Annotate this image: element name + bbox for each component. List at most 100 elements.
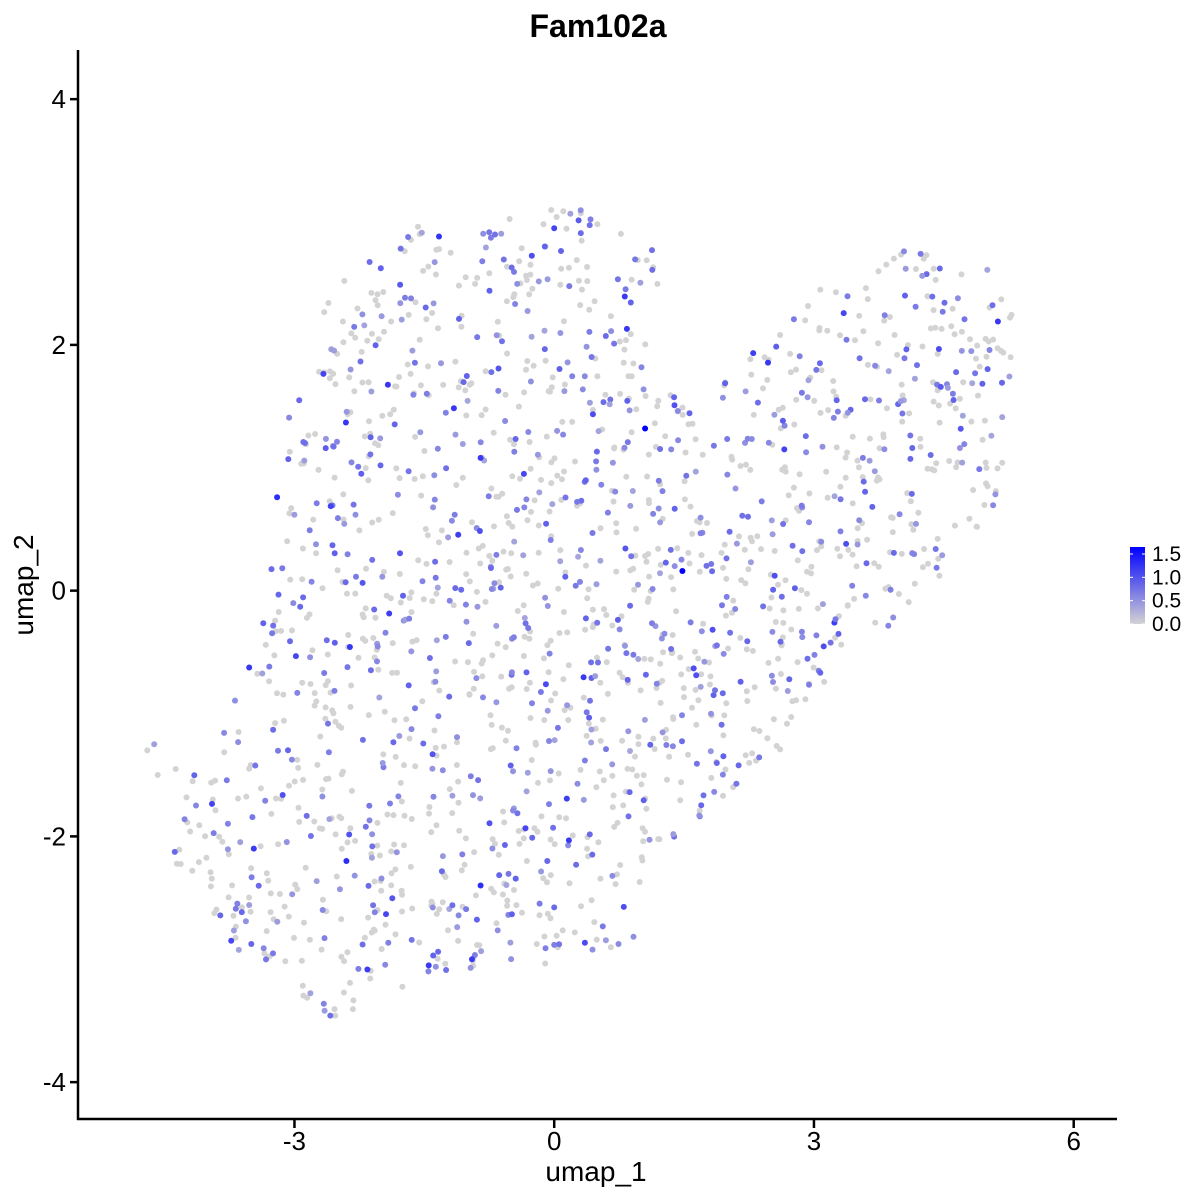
data-point bbox=[346, 374, 353, 381]
data-point bbox=[374, 658, 380, 665]
data-point bbox=[561, 468, 567, 475]
data-point bbox=[535, 522, 542, 529]
data-point bbox=[202, 833, 209, 840]
data-point bbox=[513, 745, 520, 752]
legend-colorbar bbox=[1130, 547, 1145, 624]
data-point bbox=[589, 411, 596, 418]
data-point bbox=[453, 482, 460, 488]
data-point bbox=[604, 509, 611, 516]
data-point bbox=[733, 780, 740, 787]
data-point bbox=[538, 476, 544, 483]
data-point bbox=[383, 592, 390, 599]
data-point bbox=[701, 658, 708, 665]
data-point bbox=[895, 591, 902, 597]
data-point bbox=[609, 804, 616, 811]
data-point bbox=[512, 875, 519, 882]
data-point bbox=[324, 651, 331, 658]
data-point bbox=[683, 472, 690, 479]
data-point bbox=[597, 737, 604, 744]
data-point bbox=[406, 615, 413, 622]
data-point bbox=[538, 813, 545, 820]
data-point bbox=[325, 678, 331, 685]
data-point bbox=[607, 313, 614, 320]
data-point bbox=[957, 425, 964, 432]
data-point bbox=[501, 819, 508, 826]
data-point bbox=[372, 614, 379, 621]
data-point bbox=[806, 519, 812, 526]
data-point bbox=[395, 793, 402, 800]
data-point bbox=[790, 484, 797, 491]
data-point bbox=[523, 570, 530, 577]
data-point bbox=[711, 788, 718, 795]
data-point bbox=[375, 666, 382, 673]
data-point bbox=[671, 563, 678, 570]
data-point bbox=[456, 315, 462, 322]
data-point bbox=[824, 327, 831, 334]
data-point bbox=[353, 573, 359, 580]
data-point bbox=[720, 650, 727, 657]
data-point bbox=[917, 443, 924, 450]
data-point bbox=[913, 520, 919, 527]
data-point bbox=[856, 517, 863, 524]
data-point bbox=[468, 380, 475, 387]
data-point bbox=[425, 363, 431, 370]
data-point bbox=[627, 502, 634, 509]
data-point bbox=[305, 432, 312, 439]
data-point bbox=[286, 448, 293, 455]
data-point bbox=[958, 271, 965, 278]
data-point bbox=[798, 587, 805, 594]
data-point bbox=[378, 875, 385, 882]
data-point bbox=[563, 225, 570, 232]
data-point bbox=[208, 779, 215, 786]
data-point bbox=[885, 622, 892, 629]
data-point bbox=[411, 359, 418, 366]
data-point bbox=[719, 771, 726, 778]
data-point bbox=[687, 619, 694, 626]
data-point bbox=[578, 237, 585, 244]
data-point bbox=[811, 397, 818, 404]
data-point bbox=[257, 843, 264, 850]
data-point bbox=[411, 476, 418, 482]
data-point bbox=[375, 336, 382, 343]
data-point bbox=[958, 328, 965, 335]
data-point bbox=[670, 714, 677, 721]
data-point bbox=[521, 615, 528, 621]
data-point bbox=[281, 903, 288, 910]
data-point bbox=[544, 910, 551, 917]
data-point bbox=[416, 939, 423, 946]
data-point bbox=[555, 770, 562, 777]
data-point bbox=[806, 681, 812, 688]
data-point bbox=[544, 642, 551, 649]
data-point bbox=[582, 626, 589, 633]
data-point bbox=[666, 753, 673, 760]
data-point bbox=[455, 937, 462, 944]
data-point bbox=[907, 455, 914, 462]
data-point bbox=[368, 854, 375, 861]
data-point bbox=[802, 433, 809, 440]
data-point bbox=[541, 243, 548, 250]
data-point bbox=[602, 391, 609, 398]
data-point bbox=[479, 542, 486, 549]
data-point bbox=[336, 886, 343, 893]
data-point bbox=[693, 721, 700, 728]
data-point bbox=[346, 644, 353, 650]
data-point bbox=[619, 737, 626, 744]
data-point bbox=[495, 387, 502, 394]
data-point bbox=[391, 717, 398, 724]
data-point bbox=[770, 679, 776, 685]
data-point bbox=[651, 746, 658, 752]
data-point bbox=[536, 912, 543, 919]
data-point bbox=[575, 553, 582, 560]
data-point bbox=[788, 714, 795, 720]
data-point bbox=[844, 293, 851, 300]
data-point bbox=[529, 700, 535, 707]
data-point bbox=[543, 520, 550, 527]
data-point bbox=[557, 330, 564, 336]
data-point bbox=[985, 338, 992, 345]
data-point bbox=[397, 300, 404, 307]
data-point bbox=[643, 558, 650, 565]
data-point-high bbox=[520, 470, 527, 477]
data-point bbox=[546, 650, 553, 657]
data-point bbox=[998, 296, 1005, 303]
data-point bbox=[698, 802, 705, 809]
